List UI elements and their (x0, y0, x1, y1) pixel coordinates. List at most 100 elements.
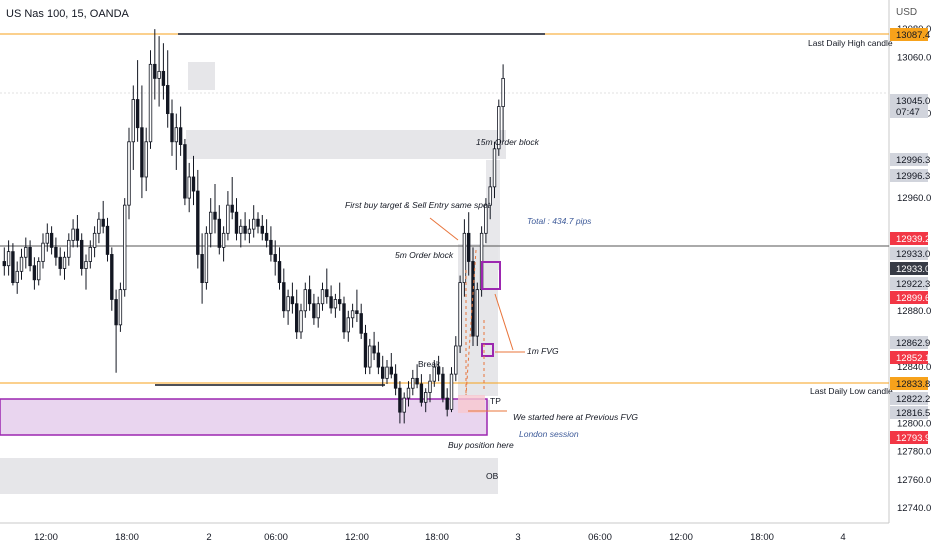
candle-body (325, 289, 329, 298)
candle-body (286, 296, 290, 312)
candle-body (449, 373, 454, 410)
candle-body (97, 218, 101, 234)
candle-body (11, 251, 15, 284)
candle-body (24, 246, 28, 258)
candle-body (19, 256, 24, 272)
candle-body (419, 383, 424, 403)
entry-box (458, 395, 485, 413)
candle-body (428, 380, 432, 393)
price-label: 12816.5 (896, 408, 930, 419)
x-tick-label: 3 (515, 532, 520, 543)
candle-body (411, 377, 415, 389)
x-tick-label: 06:00 (588, 532, 612, 543)
price-label: 12996.3 (896, 155, 930, 166)
price-label: 12939.2 (896, 234, 930, 245)
price-label: 12822.2 (896, 394, 930, 405)
candle-body (393, 373, 398, 389)
candle-body (191, 176, 196, 192)
total-pips-label: Total : 434.7 pips (527, 216, 592, 226)
price-label-bg (890, 406, 928, 419)
candle-body (269, 239, 273, 255)
candle-body (174, 127, 178, 143)
candle-body (213, 211, 217, 220)
candle-body (492, 148, 497, 188)
candle-body (41, 242, 45, 262)
candle-body (28, 246, 32, 267)
x-tick-label: 18:00 (750, 532, 774, 543)
candle-body (316, 303, 320, 319)
candle-body (148, 63, 153, 143)
ob15-label: 15m Order block (476, 137, 540, 147)
candle-body (135, 99, 140, 129)
candle-body (221, 232, 226, 248)
price-label-bg (890, 351, 928, 364)
y-tick-label: 12760.0 (897, 475, 931, 486)
candle-body (320, 289, 325, 305)
candle-body (71, 228, 75, 241)
candle-body (441, 373, 445, 399)
candle-body (475, 289, 479, 337)
price-label: 12933.0 (896, 264, 930, 275)
candle-body (501, 78, 505, 107)
candle-body (363, 332, 368, 368)
price-label: 12899.6 (896, 293, 930, 304)
candle-body (217, 218, 221, 248)
price-label-bg (890, 232, 928, 245)
tp-label: TP (490, 396, 501, 406)
candle-body (230, 204, 234, 213)
fvg-box-2 (481, 343, 494, 357)
candle-body (88, 246, 92, 262)
price-label: 12862.9 (896, 338, 930, 349)
price-label: 12933.0 (896, 249, 930, 260)
fvg-box-1 (481, 261, 501, 290)
london-session-label: London session (519, 429, 579, 439)
candle-body (105, 225, 110, 255)
price-label-bg (890, 247, 928, 260)
ob-box-top (188, 62, 215, 90)
x-tick-label: 2 (206, 532, 211, 543)
price-label-bg (890, 94, 928, 118)
candle-body (355, 310, 359, 314)
candle-body (239, 225, 243, 234)
candle-body (84, 261, 88, 269)
candle-body (368, 345, 372, 368)
candle-body (423, 392, 428, 403)
candle-body (204, 232, 209, 284)
candle-body (333, 299, 338, 309)
y-tick-label: 12840.0 (897, 362, 931, 373)
candle-body (157, 70, 161, 79)
price-label-bg (890, 291, 928, 304)
candle-body (15, 270, 19, 284)
price-label-bg (890, 262, 928, 275)
x-tick-label: 4 (840, 532, 845, 543)
y-tick-label: 12780.0 (897, 447, 931, 458)
candle-body (466, 232, 471, 262)
price-label-bg (890, 377, 928, 390)
candle-body (436, 366, 441, 375)
candle-body (153, 63, 157, 79)
candle-body (445, 397, 449, 410)
y-tick-label: 13060.0 (897, 52, 931, 63)
candle-body (299, 310, 303, 333)
candle-body (247, 228, 252, 234)
candle-body (2, 261, 6, 267)
price-label-time: 07:47 (896, 107, 920, 118)
price-label-bg (890, 392, 928, 405)
candle-body (114, 299, 118, 326)
previous-fvg-zone (0, 398, 488, 436)
candle-body (402, 397, 406, 413)
candle-body (380, 366, 385, 379)
candle-body (127, 141, 131, 206)
candle-body (415, 377, 419, 385)
candle-body (432, 366, 436, 382)
candle-body (389, 366, 393, 375)
candle-body (260, 225, 264, 234)
price-label-bg (890, 277, 928, 290)
price-label-bg (890, 336, 928, 349)
candle-body (165, 85, 170, 115)
candle-body (32, 265, 37, 281)
candle-body (488, 186, 492, 206)
price-label-bg (890, 169, 928, 182)
candle-body (372, 345, 376, 354)
